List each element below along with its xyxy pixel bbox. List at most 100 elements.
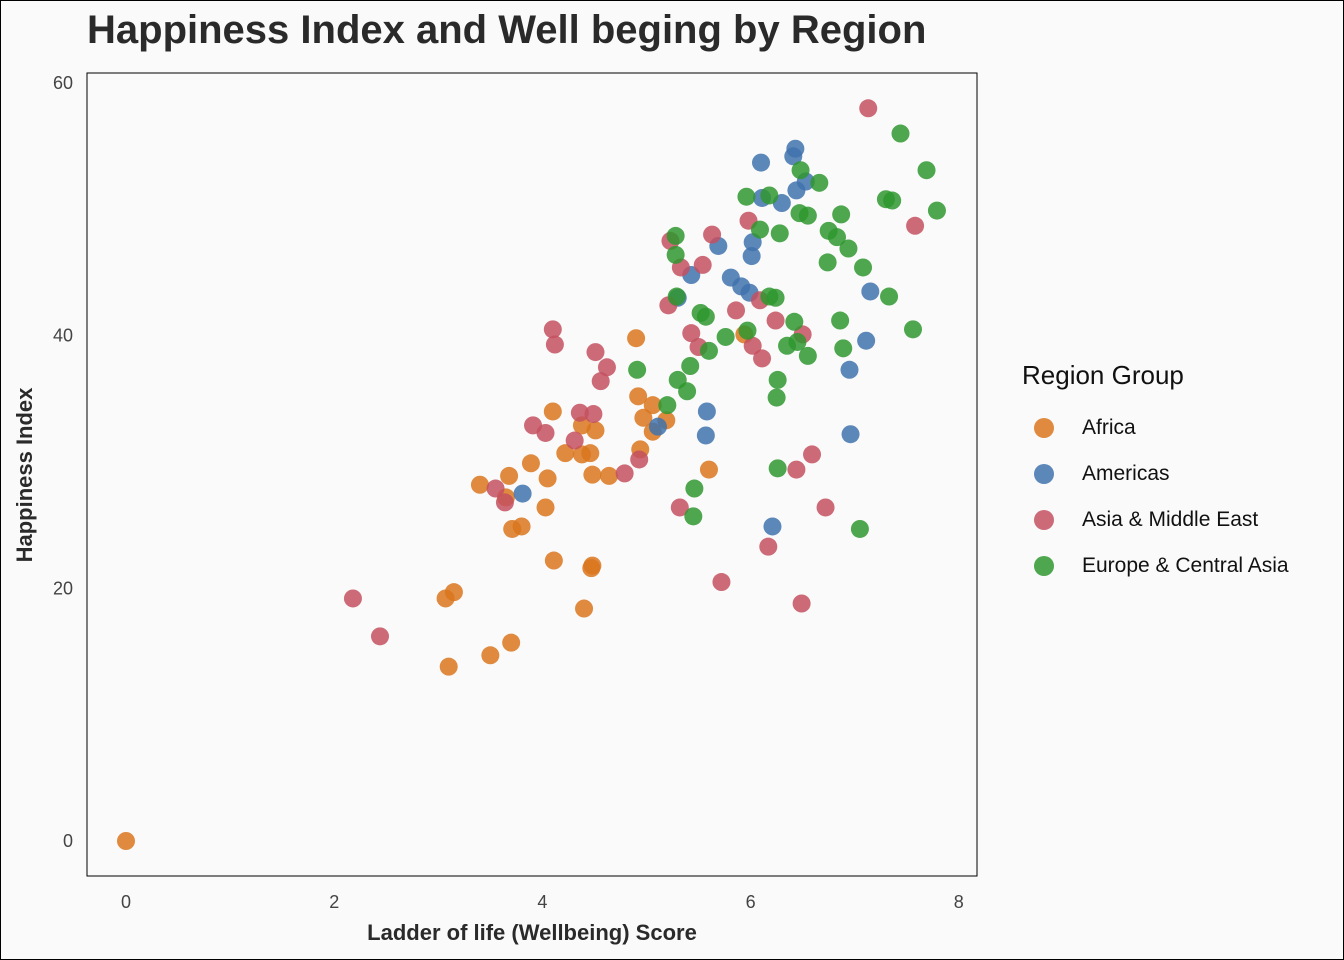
data-point-africa xyxy=(503,519,522,538)
data-point-europe-central-asia xyxy=(839,239,858,258)
data-point-americas xyxy=(648,417,667,436)
legend-swatch xyxy=(1034,510,1054,530)
y-axis-label: Happiness Index xyxy=(12,387,37,563)
data-point-americas xyxy=(742,247,761,266)
data-point-europe-central-asia xyxy=(681,356,700,375)
data-point-europe-central-asia xyxy=(927,201,946,220)
data-point-europe-central-asia xyxy=(798,346,817,365)
data-point-asia-middle-east xyxy=(536,423,555,442)
y-tick-label: 0 xyxy=(63,831,73,851)
x-tick-label: 2 xyxy=(329,892,339,912)
data-point-asia-middle-east xyxy=(787,460,806,479)
data-point-europe-central-asia xyxy=(834,339,853,358)
data-point-americas xyxy=(697,402,716,421)
data-point-asia-middle-east xyxy=(615,464,634,483)
data-point-europe-central-asia xyxy=(788,332,807,351)
data-point-asia-middle-east xyxy=(759,537,778,556)
data-point-europe-central-asia xyxy=(737,187,756,206)
data-point-europe-central-asia xyxy=(891,124,910,143)
y-tick-label: 20 xyxy=(53,578,73,598)
data-point-asia-middle-east xyxy=(792,594,811,613)
data-point-asia-middle-east xyxy=(584,405,603,424)
data-point-europe-central-asia xyxy=(770,224,789,243)
data-point-asia-middle-east xyxy=(545,335,564,354)
data-point-africa xyxy=(699,460,718,479)
data-point-asia-middle-east xyxy=(859,99,878,118)
legend-label: Americas xyxy=(1082,462,1170,485)
data-point-europe-central-asia xyxy=(667,287,686,306)
data-point-americas xyxy=(857,331,876,350)
legend-label: Europe & Central Asia xyxy=(1082,554,1289,577)
data-point-asia-middle-east xyxy=(693,255,712,274)
data-point-americas xyxy=(696,426,715,445)
data-point-africa xyxy=(502,633,521,652)
data-point-africa xyxy=(536,498,555,517)
x-tick-label: 4 xyxy=(537,892,547,912)
data-point-europe-central-asia xyxy=(903,320,922,339)
data-point-africa xyxy=(538,469,557,488)
data-point-asia-middle-east xyxy=(486,479,505,498)
data-point-americas xyxy=(513,484,532,503)
data-point-asia-middle-east xyxy=(543,320,562,339)
data-point-europe-central-asia xyxy=(850,519,869,538)
data-point-europe-central-asia xyxy=(678,382,697,401)
data-point-europe-central-asia xyxy=(767,388,786,407)
data-point-europe-central-asia xyxy=(791,161,810,180)
data-point-africa xyxy=(439,657,458,676)
data-point-africa xyxy=(543,402,562,421)
x-axis-label: Ladder of life (Wellbeing) Score xyxy=(367,920,697,945)
y-tick-label: 40 xyxy=(53,326,73,346)
data-point-europe-central-asia xyxy=(880,287,899,306)
data-point-europe-central-asia xyxy=(685,479,704,498)
data-point-europe-central-asia xyxy=(658,396,677,415)
data-point-europe-central-asia xyxy=(716,327,735,346)
data-point-asia-middle-east xyxy=(630,450,649,469)
data-point-americas xyxy=(763,517,782,536)
data-point-asia-middle-east xyxy=(343,589,362,608)
data-point-africa xyxy=(581,444,600,463)
data-point-asia-middle-east xyxy=(597,358,616,377)
legend-label: Asia & Middle East xyxy=(1082,508,1259,531)
data-point-africa xyxy=(629,387,648,406)
data-point-europe-central-asia xyxy=(828,228,847,247)
data-point-europe-central-asia xyxy=(785,312,804,331)
data-point-africa xyxy=(627,329,646,348)
data-point-europe-central-asia xyxy=(699,341,718,360)
legend-swatch xyxy=(1034,464,1054,484)
data-point-asia-middle-east xyxy=(570,403,589,422)
chart-title: Happiness Index and Well beging by Regio… xyxy=(87,8,927,52)
data-point-asia-middle-east xyxy=(743,336,762,355)
x-tick-label: 0 xyxy=(121,892,131,912)
x-tick-label: 6 xyxy=(746,892,756,912)
data-point-europe-central-asia xyxy=(760,186,779,205)
data-point-africa xyxy=(521,454,540,473)
data-point-africa xyxy=(544,551,563,570)
data-point-africa xyxy=(583,465,602,484)
data-point-europe-central-asia xyxy=(768,370,787,389)
data-point-americas xyxy=(861,282,880,301)
data-point-europe-central-asia xyxy=(810,173,829,192)
data-point-americas xyxy=(787,181,806,200)
data-point-africa xyxy=(582,559,601,578)
legend-swatch xyxy=(1034,418,1054,438)
data-point-europe-central-asia xyxy=(666,226,685,245)
data-point-europe-central-asia xyxy=(684,507,703,526)
data-point-europe-central-asia xyxy=(818,253,837,272)
data-point-asia-middle-east xyxy=(565,431,584,450)
legend-item: Asia & Middle East xyxy=(1022,497,1289,543)
data-point-africa xyxy=(500,466,519,485)
legend: Region Group Africa Americas Asia & Middle… xyxy=(1022,360,1289,589)
data-point-africa xyxy=(600,466,619,485)
data-point-europe-central-asia xyxy=(854,258,873,277)
data-point-europe-central-asia xyxy=(883,191,902,210)
data-point-africa xyxy=(575,599,594,618)
data-point-europe-central-asia xyxy=(831,311,850,330)
legend-item: Americas xyxy=(1022,451,1289,497)
data-point-africa xyxy=(117,832,135,850)
data-point-africa xyxy=(634,408,653,427)
data-point-africa xyxy=(436,589,455,608)
data-point-asia-middle-east xyxy=(727,301,746,320)
data-point-africa xyxy=(470,475,489,494)
data-point-europe-central-asia xyxy=(832,205,851,224)
data-point-europe-central-asia xyxy=(628,360,647,379)
